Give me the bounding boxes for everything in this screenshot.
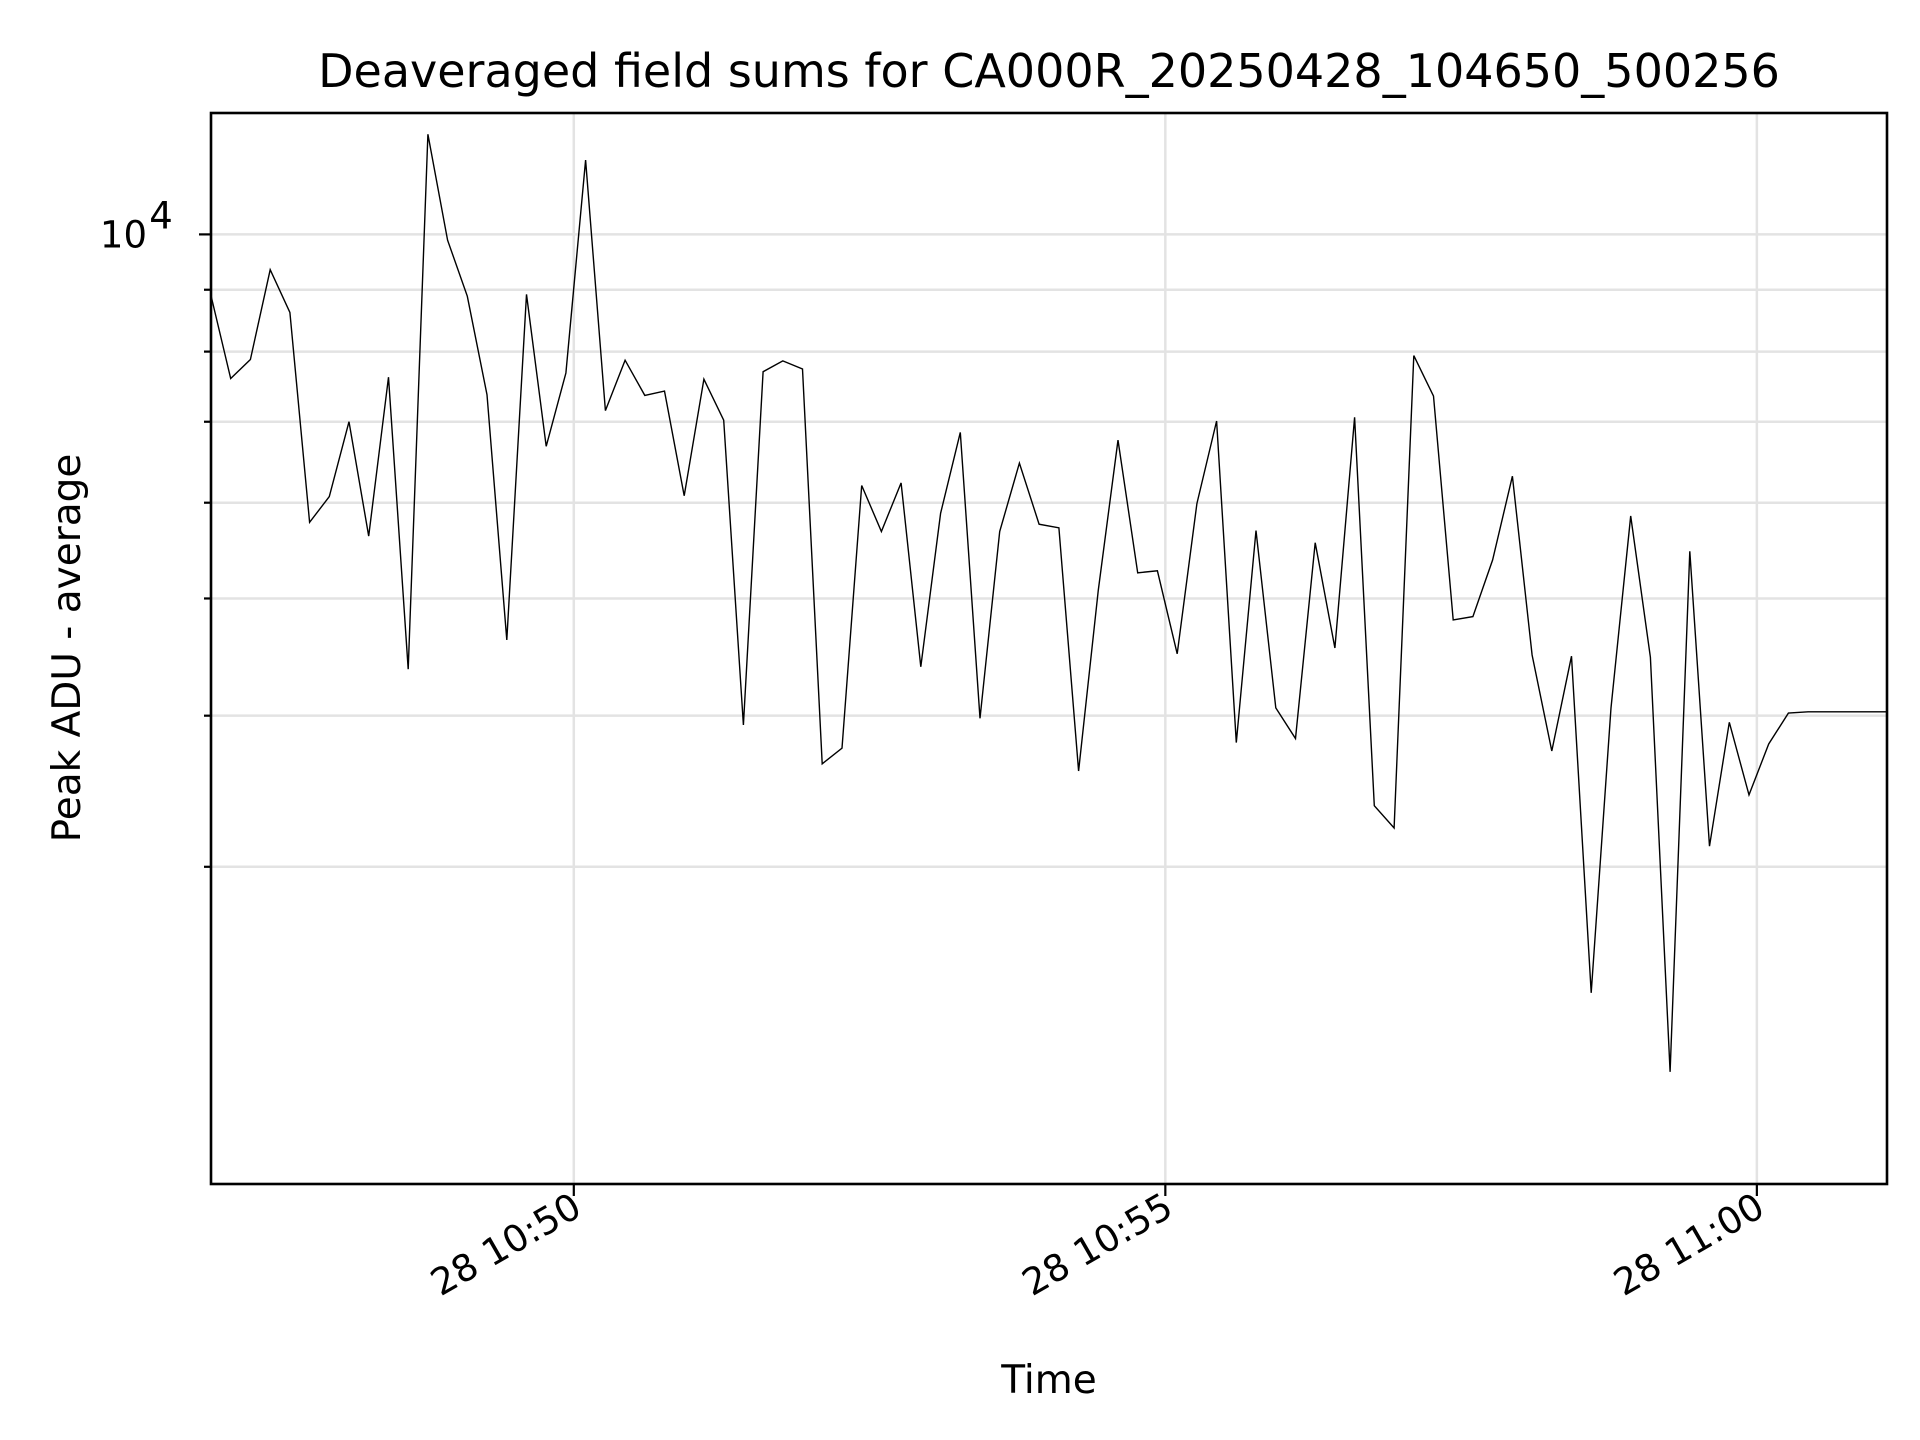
grid-lines xyxy=(211,113,1887,1184)
series-layer xyxy=(210,134,1887,1072)
plot-frame xyxy=(209,111,1889,1186)
y-tick-exponent: 4 xyxy=(149,194,173,237)
y-axis-label: Peak ADU - average xyxy=(45,454,90,843)
y-tick-label: 10 xyxy=(100,213,147,256)
chart-title: Deaveraged field sums for CA000R_2025042… xyxy=(318,44,1780,98)
x-axis-label: Time xyxy=(1000,1358,1096,1403)
series-line xyxy=(210,134,1887,1072)
